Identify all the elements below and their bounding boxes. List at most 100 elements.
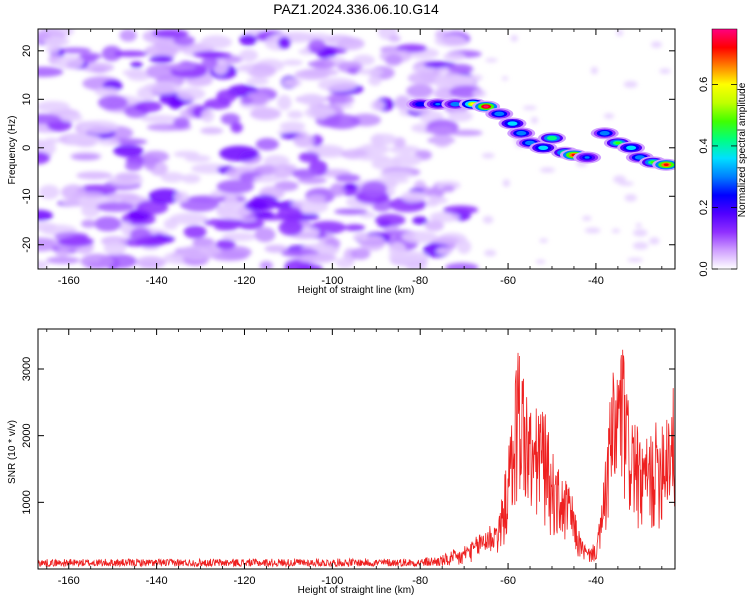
- heatmap-cell: [106, 192, 140, 201]
- heatmap-cell: [179, 196, 220, 212]
- snr-frame: [37, 328, 676, 570]
- heatmap-cell: [535, 259, 546, 264]
- heatmap-cell: [94, 216, 122, 232]
- heatmap-cell: [456, 239, 472, 254]
- colorbar-label: Normalized spectral amplitude: [737, 82, 748, 217]
- heatmap-cell: [510, 35, 518, 42]
- heatmap-cell: [306, 194, 326, 203]
- heatmap-cell: [277, 94, 292, 111]
- heatmap-cell: [389, 145, 421, 154]
- heatmap-cell: [239, 49, 258, 62]
- x-tick-label: -80: [412, 575, 428, 587]
- heatmap-cell: [443, 205, 479, 215]
- heatmap-cell: [142, 150, 170, 163]
- heatmap-cell: [299, 93, 324, 106]
- colorbar-tick-label: 0.2: [698, 200, 710, 215]
- heatmap-cell: [442, 52, 466, 62]
- heatmap-cell: [296, 263, 323, 269]
- heatmap-cell: [55, 55, 84, 70]
- x-tick-label: -60: [500, 575, 516, 587]
- heatmap-cell: [81, 62, 115, 73]
- heatmap-cell: [294, 69, 330, 80]
- heatmap-cell: [174, 191, 189, 203]
- heatmap-cell: [344, 224, 366, 232]
- heatmap-cell: [119, 29, 137, 42]
- heatmap-cell: [442, 184, 455, 193]
- heatmap-cell: [333, 208, 368, 215]
- heatmap-cell: [135, 256, 167, 269]
- x-tick-label: -120: [233, 575, 255, 587]
- ridge-point: [615, 141, 621, 145]
- heatmap-cell: [113, 144, 144, 158]
- heatmap-cell: [277, 36, 291, 49]
- heatmap-cell: [192, 50, 225, 59]
- heatmap-cell: [253, 175, 280, 183]
- heatmap-cell: [66, 133, 102, 146]
- heatmap-cell: [57, 236, 94, 247]
- ridge-point: [540, 146, 546, 149]
- ridge-point: [417, 102, 423, 106]
- heatmap-cell: [168, 97, 183, 110]
- y-tick-label: 0: [21, 145, 33, 151]
- heatmap-cell: [432, 131, 453, 148]
- heatmap-cell: [103, 241, 127, 256]
- heatmap-cell: [279, 121, 306, 131]
- heatmap-cell: [329, 183, 346, 197]
- heatmap-cell: [298, 151, 320, 163]
- ridge-point: [509, 122, 515, 125]
- heatmap-cell: [353, 232, 369, 241]
- y-tick-label: 10: [21, 93, 33, 105]
- heatmap-cell: [254, 210, 275, 218]
- heatmap-cell: [357, 154, 390, 161]
- heatmap-cell: [246, 77, 269, 86]
- heatmap-cell: [343, 183, 359, 190]
- heatmap-cell: [357, 68, 384, 75]
- x-tick-label: -40: [588, 575, 604, 587]
- heatmap-cell: [374, 213, 406, 227]
- heatmap-cell: [502, 179, 510, 188]
- colorbar-gradient: [712, 29, 737, 269]
- ridge-point: [628, 146, 634, 149]
- heatmap-cell: [230, 122, 243, 133]
- heatmap-cell: [326, 93, 354, 104]
- heatmap-cell: [244, 199, 268, 212]
- heatmap-cell: [203, 98, 231, 110]
- heatmap-cell: [472, 89, 487, 98]
- heatmap-cell: [173, 35, 195, 46]
- heatmap-cell: [323, 114, 361, 130]
- heatmap-cell: [200, 127, 224, 135]
- y-tick-label: -20: [21, 237, 33, 253]
- heatmap-cell: [501, 76, 509, 81]
- heatmap-cell: [436, 247, 453, 255]
- heatmap-cell: [224, 194, 238, 209]
- heatmap-cell: [259, 260, 273, 269]
- heatmap-cell: [124, 160, 143, 171]
- heatmap-cell: [246, 63, 277, 78]
- heatmap-cell: [584, 227, 601, 234]
- heatmap-cell: [219, 145, 259, 162]
- snr-series-line: [38, 349, 675, 568]
- heatmap-cell: [38, 222, 57, 232]
- ridge-point: [584, 156, 590, 159]
- heatmap-cell: [623, 80, 638, 88]
- heatmap-cell: [406, 84, 434, 98]
- heatmap-cell: [114, 50, 148, 58]
- ridge-point: [452, 102, 458, 106]
- heatmap-cell: [46, 256, 81, 265]
- heatmap-cell: [215, 239, 236, 250]
- heatmap-cell: [144, 44, 180, 58]
- heatmap-cell: [109, 138, 148, 146]
- ridge-point: [663, 163, 669, 166]
- ridge-point: [496, 112, 502, 116]
- heatmap-cells: [38, 29, 671, 269]
- heatmap-cell: [184, 155, 211, 163]
- heatmap-cell: [396, 44, 428, 53]
- x-tick-label: -160: [58, 575, 80, 587]
- heatmap-cell: [370, 100, 385, 111]
- x-tick-label: -140: [146, 275, 168, 287]
- y-tick-label: 20: [21, 45, 33, 57]
- heatmap-cell: [590, 66, 598, 75]
- heatmap-cell: [38, 260, 49, 269]
- heatmap-cell: [81, 202, 101, 218]
